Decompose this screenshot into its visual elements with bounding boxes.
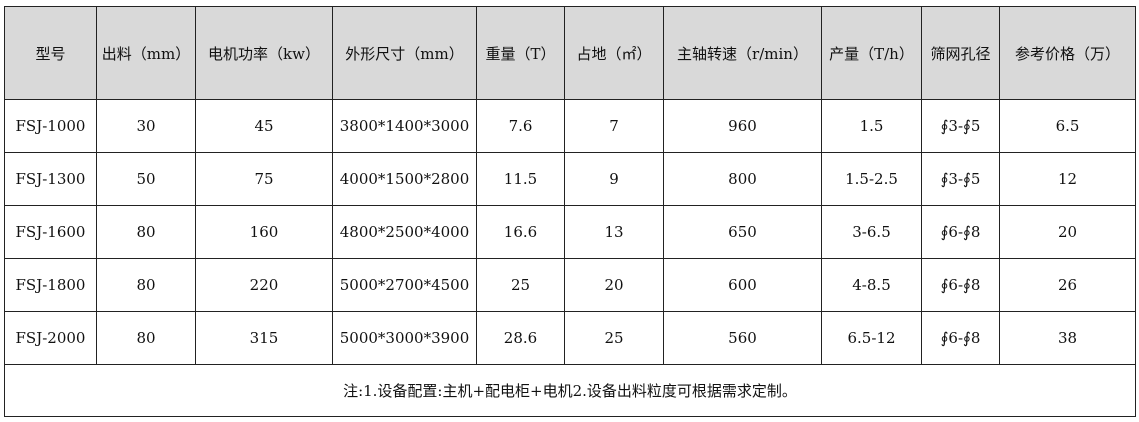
- note-text: 注:1.设备配置:主机+配电柜+电机2.设备出料粒度可根据需求定制。: [4, 364, 1136, 417]
- table-row: FSJ-1000 30 45 3800*1400*3000 7.6 7 960 1.5 ∮3-∮…: [4, 99, 1136, 153]
- table-cell: 3800*1400*3000: [332, 99, 477, 153]
- table-cell: FSJ-1000: [4, 99, 97, 153]
- table-cell: 9: [564, 152, 664, 206]
- column-header: 电机功率（kw）: [195, 6, 333, 100]
- table-cell: 11.5: [476, 152, 565, 206]
- table-cell: 50: [96, 152, 196, 206]
- table-cell: 4000*1500*2800: [332, 152, 477, 206]
- table-row: FSJ-1800 80 220 5000*2700*4500 25 20 600 4-8.5 ∮…: [4, 258, 1136, 312]
- table-cell: ∮6-∮8: [921, 205, 1000, 259]
- table-cell: 4800*2500*4000: [332, 205, 477, 259]
- column-header: 型号: [4, 6, 97, 100]
- table-cell: 6.5-12: [821, 311, 922, 365]
- table-cell: 7.6: [476, 99, 565, 153]
- table-cell: ∮3-∮5: [921, 152, 1000, 206]
- table-cell: 16.6: [476, 205, 565, 259]
- column-header: 占地（㎡）: [564, 6, 664, 100]
- table-row: FSJ-1300 50 75 4000*1500*2800 11.5 9 800 1.5-2.…: [4, 152, 1136, 206]
- table-cell: 80: [96, 205, 196, 259]
- table-cell: 45: [195, 99, 333, 153]
- table-cell: ∮6-∮8: [921, 258, 1000, 312]
- table-cell: 7: [564, 99, 664, 153]
- table-cell: 560: [663, 311, 822, 365]
- table-cell: 26: [999, 258, 1136, 312]
- table-row: FSJ-2000 80 315 5000*3000*3900 28.6 25 560 6.5-…: [4, 311, 1136, 365]
- table-cell: 20: [564, 258, 664, 312]
- note-row: 注:1.设备配置:主机+配电柜+电机2.设备出料粒度可根据需求定制。: [4, 364, 1136, 417]
- table-cell: FSJ-1300: [4, 152, 97, 206]
- table-cell: 800: [663, 152, 822, 206]
- table-cell: FSJ-1800: [4, 258, 97, 312]
- table-cell: 38: [999, 311, 1136, 365]
- table-cell: 13: [564, 205, 664, 259]
- table-cell: FSJ-2000: [4, 311, 97, 365]
- table-cell: 12: [999, 152, 1136, 206]
- table-cell: 80: [96, 258, 196, 312]
- table-cell: 1.5-2.5: [821, 152, 922, 206]
- spec-table: 型号 出料（mm） 电机功率（kw） 外形尺寸（mm） 重量（T） 占地（㎡） 主轴转速（r…: [4, 6, 1136, 417]
- table-cell: 160: [195, 205, 333, 259]
- table-cell: 315: [195, 311, 333, 365]
- table-cell: 30: [96, 99, 196, 153]
- table-cell: 5000*2700*4500: [332, 258, 477, 312]
- column-header: 主轴转速（r/min）: [663, 6, 822, 100]
- table-cell: ∮3-∮5: [921, 99, 1000, 153]
- table-cell: 220: [195, 258, 333, 312]
- column-header: 筛网孔径: [921, 6, 1000, 100]
- table-row: FSJ-1600 80 160 4800*2500*4000 16.6 13 650 3-6.…: [4, 205, 1136, 259]
- table-cell: 28.6: [476, 311, 565, 365]
- table-cell: 1.5: [821, 99, 922, 153]
- table-cell: 600: [663, 258, 822, 312]
- column-header: 产量（T/h）: [821, 6, 922, 100]
- column-header: 外形尺寸（mm）: [332, 6, 477, 100]
- table-cell: 960: [663, 99, 822, 153]
- table-cell: FSJ-1600: [4, 205, 97, 259]
- table-cell: ∮6-∮8: [921, 311, 1000, 365]
- column-header: 出料（mm）: [96, 6, 196, 100]
- table-cell: 650: [663, 205, 822, 259]
- table-cell: 20: [999, 205, 1136, 259]
- column-header: 参考价格（万）: [999, 6, 1136, 100]
- table-cell: 5000*3000*3900: [332, 311, 477, 365]
- table-cell: 75: [195, 152, 333, 206]
- table-cell: 6.5: [999, 99, 1136, 153]
- header-row: 型号 出料（mm） 电机功率（kw） 外形尺寸（mm） 重量（T） 占地（㎡） 主轴转速（r…: [4, 6, 1136, 100]
- column-header: 重量（T）: [476, 6, 565, 100]
- table-cell: 25: [564, 311, 664, 365]
- table-cell: 25: [476, 258, 565, 312]
- table-cell: 80: [96, 311, 196, 365]
- table-cell: 3-6.5: [821, 205, 922, 259]
- table-cell: 4-8.5: [821, 258, 922, 312]
